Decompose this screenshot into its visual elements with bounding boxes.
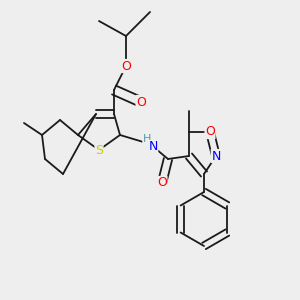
Text: O: O [121,59,131,73]
Text: H: H [143,134,151,145]
Text: O: O [136,95,146,109]
Text: O: O [157,176,167,190]
Text: N: N [148,140,158,154]
Text: N: N [211,149,221,163]
Text: O: O [205,125,215,139]
Text: S: S [95,143,103,157]
